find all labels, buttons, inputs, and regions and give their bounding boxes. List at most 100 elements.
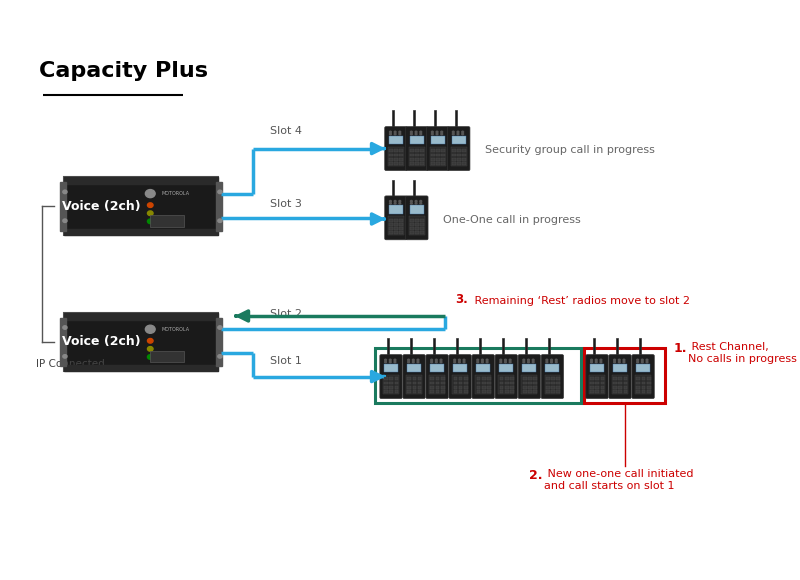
Circle shape <box>623 361 625 362</box>
Circle shape <box>218 190 222 194</box>
Bar <box>510 378 514 380</box>
Bar <box>150 215 184 227</box>
Bar <box>556 382 560 385</box>
Bar <box>390 386 394 389</box>
Text: 2.: 2. <box>529 469 542 482</box>
Bar <box>618 390 622 393</box>
Bar <box>482 386 486 389</box>
Bar <box>435 378 439 380</box>
Circle shape <box>394 131 396 133</box>
Circle shape <box>550 359 553 361</box>
Bar <box>217 182 222 230</box>
Bar <box>637 386 640 389</box>
Circle shape <box>63 190 67 194</box>
Circle shape <box>441 131 442 133</box>
Bar <box>420 231 424 234</box>
Bar <box>550 386 554 389</box>
Bar <box>399 219 403 222</box>
Bar <box>434 110 436 128</box>
Bar <box>399 154 403 157</box>
Bar <box>502 338 504 356</box>
Bar <box>418 390 422 393</box>
Bar <box>410 136 424 144</box>
Bar <box>458 386 462 389</box>
Bar <box>585 348 665 403</box>
Circle shape <box>642 359 643 361</box>
Bar <box>464 378 467 380</box>
Text: Slot 1: Slot 1 <box>270 356 302 366</box>
Bar <box>457 158 461 161</box>
Circle shape <box>390 359 391 361</box>
Bar <box>642 386 646 389</box>
Bar <box>590 364 604 372</box>
Bar <box>441 386 445 389</box>
Circle shape <box>435 359 438 361</box>
Bar <box>614 382 618 385</box>
Circle shape <box>510 361 511 362</box>
Bar <box>623 390 627 393</box>
Circle shape <box>642 361 643 362</box>
FancyBboxPatch shape <box>541 354 563 398</box>
Bar <box>550 378 554 380</box>
Bar <box>528 378 532 380</box>
Bar <box>623 378 627 380</box>
Bar <box>550 382 554 385</box>
Text: One-One call in progress: One-One call in progress <box>443 215 581 224</box>
Bar <box>614 390 618 393</box>
Circle shape <box>614 359 615 361</box>
FancyBboxPatch shape <box>586 354 608 398</box>
Circle shape <box>435 361 438 362</box>
Bar <box>636 364 650 372</box>
FancyBboxPatch shape <box>518 354 541 398</box>
Circle shape <box>410 201 412 202</box>
Bar <box>462 150 466 153</box>
Circle shape <box>595 361 597 362</box>
Bar <box>217 318 222 366</box>
Bar <box>642 390 646 393</box>
Circle shape <box>415 131 417 133</box>
Circle shape <box>431 131 434 133</box>
Bar <box>410 338 412 356</box>
Bar <box>464 386 467 389</box>
Bar <box>614 378 618 380</box>
Bar <box>637 390 640 393</box>
Text: Voice (2ch): Voice (2ch) <box>62 200 141 213</box>
Circle shape <box>546 359 548 361</box>
Bar <box>436 150 440 153</box>
Bar <box>433 338 435 356</box>
Bar <box>486 386 490 389</box>
Circle shape <box>436 131 438 133</box>
Bar <box>505 390 509 393</box>
Bar <box>454 364 467 372</box>
Bar <box>394 150 398 153</box>
Circle shape <box>600 361 602 362</box>
Bar <box>394 378 398 380</box>
Bar <box>601 390 605 393</box>
Bar <box>452 150 456 153</box>
Bar <box>413 180 414 197</box>
Bar <box>642 382 646 385</box>
Bar <box>510 382 514 385</box>
Bar <box>595 386 599 389</box>
FancyBboxPatch shape <box>447 126 470 171</box>
Bar <box>410 205 424 213</box>
Circle shape <box>440 359 442 361</box>
Circle shape <box>415 201 417 202</box>
Bar <box>458 382 462 385</box>
Bar <box>612 375 628 394</box>
Bar <box>601 386 605 389</box>
Circle shape <box>147 339 153 343</box>
Circle shape <box>600 359 602 361</box>
Bar <box>441 382 445 385</box>
Text: Rest Channel,
No calls in progress: Rest Channel, No calls in progress <box>689 342 798 364</box>
Bar <box>415 158 419 161</box>
Circle shape <box>147 211 153 216</box>
FancyBboxPatch shape <box>495 354 518 398</box>
Bar <box>407 386 411 389</box>
Circle shape <box>452 133 454 135</box>
Bar <box>394 227 398 230</box>
Circle shape <box>390 133 391 135</box>
Bar <box>556 386 560 389</box>
FancyBboxPatch shape <box>403 354 426 398</box>
Bar <box>394 390 398 393</box>
